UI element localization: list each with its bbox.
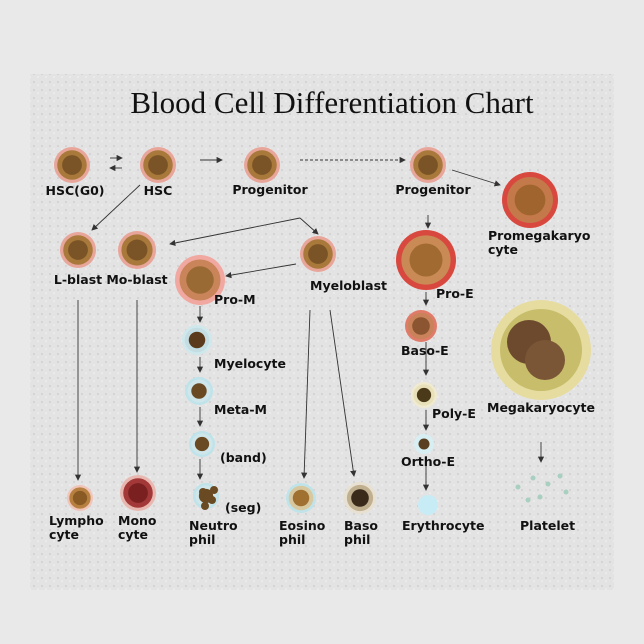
arrow bbox=[299, 217, 319, 235]
platelet-dot bbox=[530, 475, 536, 481]
platelet-dot bbox=[563, 489, 569, 495]
cell-nucleus bbox=[210, 486, 218, 494]
arrow bbox=[91, 184, 141, 231]
node-label: Baso-E bbox=[401, 343, 449, 358]
cell-nucleus bbox=[201, 502, 209, 510]
node-label: HSC(G0) bbox=[45, 183, 104, 198]
node-label: cyte bbox=[49, 527, 79, 542]
cell-nucleus bbox=[128, 483, 148, 503]
cell-nucleus bbox=[148, 155, 168, 175]
node-label: Ortho-E bbox=[401, 454, 455, 469]
cell-nucleus bbox=[62, 155, 82, 175]
arrows bbox=[74, 154, 545, 491]
platelet-dot bbox=[537, 494, 543, 500]
cell-nucleus bbox=[68, 240, 88, 260]
arrow bbox=[301, 309, 311, 479]
node-label: Meta-M bbox=[214, 402, 267, 417]
arrow bbox=[451, 169, 501, 187]
node-label: Mo-blast bbox=[106, 272, 167, 287]
platelet-dot bbox=[557, 473, 563, 479]
node-label: Eosino bbox=[279, 518, 326, 533]
cell-nucleus bbox=[412, 317, 430, 335]
node-label: Progenitor bbox=[232, 182, 308, 197]
cell-nucleus bbox=[292, 489, 310, 507]
node-label: phil bbox=[189, 532, 215, 547]
cell-nucleus bbox=[351, 489, 369, 507]
arrow bbox=[329, 309, 357, 477]
node-label: Baso bbox=[344, 518, 378, 533]
cell-nucleus bbox=[252, 155, 272, 175]
arrow bbox=[225, 263, 297, 279]
cell-nucleus bbox=[308, 244, 328, 264]
cell-nucleus bbox=[422, 499, 434, 511]
cell-nucleus bbox=[191, 383, 207, 399]
cell-nucleus bbox=[525, 340, 565, 380]
platelet-dot bbox=[545, 481, 551, 487]
node-label: Promegakaryo bbox=[488, 228, 591, 243]
cell-nucleus bbox=[194, 436, 210, 452]
node-label: Myelocyte bbox=[214, 356, 286, 371]
node-label: Megakaryocyte bbox=[487, 400, 595, 415]
cell-nucleus bbox=[199, 488, 207, 496]
node-label: phil bbox=[279, 532, 305, 547]
title: Blood Cell Differentiation Chart bbox=[130, 85, 534, 120]
node-label: Platelet bbox=[520, 518, 575, 533]
node-label: (band) bbox=[220, 450, 267, 465]
cell-nucleus bbox=[126, 239, 148, 261]
node-label: Neutro bbox=[189, 518, 238, 533]
node-label: HSC bbox=[144, 183, 173, 198]
node-label: L-blast bbox=[54, 272, 102, 287]
cell-nucleus bbox=[416, 387, 432, 403]
cell-nucleus bbox=[186, 266, 214, 294]
node-label: Myeloblast bbox=[310, 278, 387, 293]
cell-nucleus bbox=[188, 331, 206, 349]
node-label: Lympho bbox=[49, 513, 104, 528]
cell-nucleus bbox=[409, 243, 443, 277]
node-label: Pro-M bbox=[214, 292, 256, 307]
node-label: Mono bbox=[118, 513, 157, 528]
platelet-dot bbox=[515, 484, 521, 490]
cell-nucleus bbox=[418, 155, 438, 175]
node-label: phil bbox=[344, 532, 370, 547]
cell-nucleus bbox=[418, 438, 430, 450]
cell-nucleus bbox=[72, 490, 88, 506]
node-label: (seg) bbox=[225, 500, 261, 515]
cell-nucleus bbox=[208, 496, 216, 504]
node-label: cyte bbox=[118, 527, 148, 542]
node-label: Poly-E bbox=[432, 406, 476, 421]
platelet-dot bbox=[525, 497, 531, 503]
cell-nucleus bbox=[514, 184, 546, 216]
node-label: Pro-E bbox=[436, 286, 474, 301]
arrow bbox=[169, 217, 301, 247]
node-label: Progenitor bbox=[395, 182, 471, 197]
node-label: cyte bbox=[488, 242, 518, 257]
node-label: Erythrocyte bbox=[402, 518, 485, 533]
